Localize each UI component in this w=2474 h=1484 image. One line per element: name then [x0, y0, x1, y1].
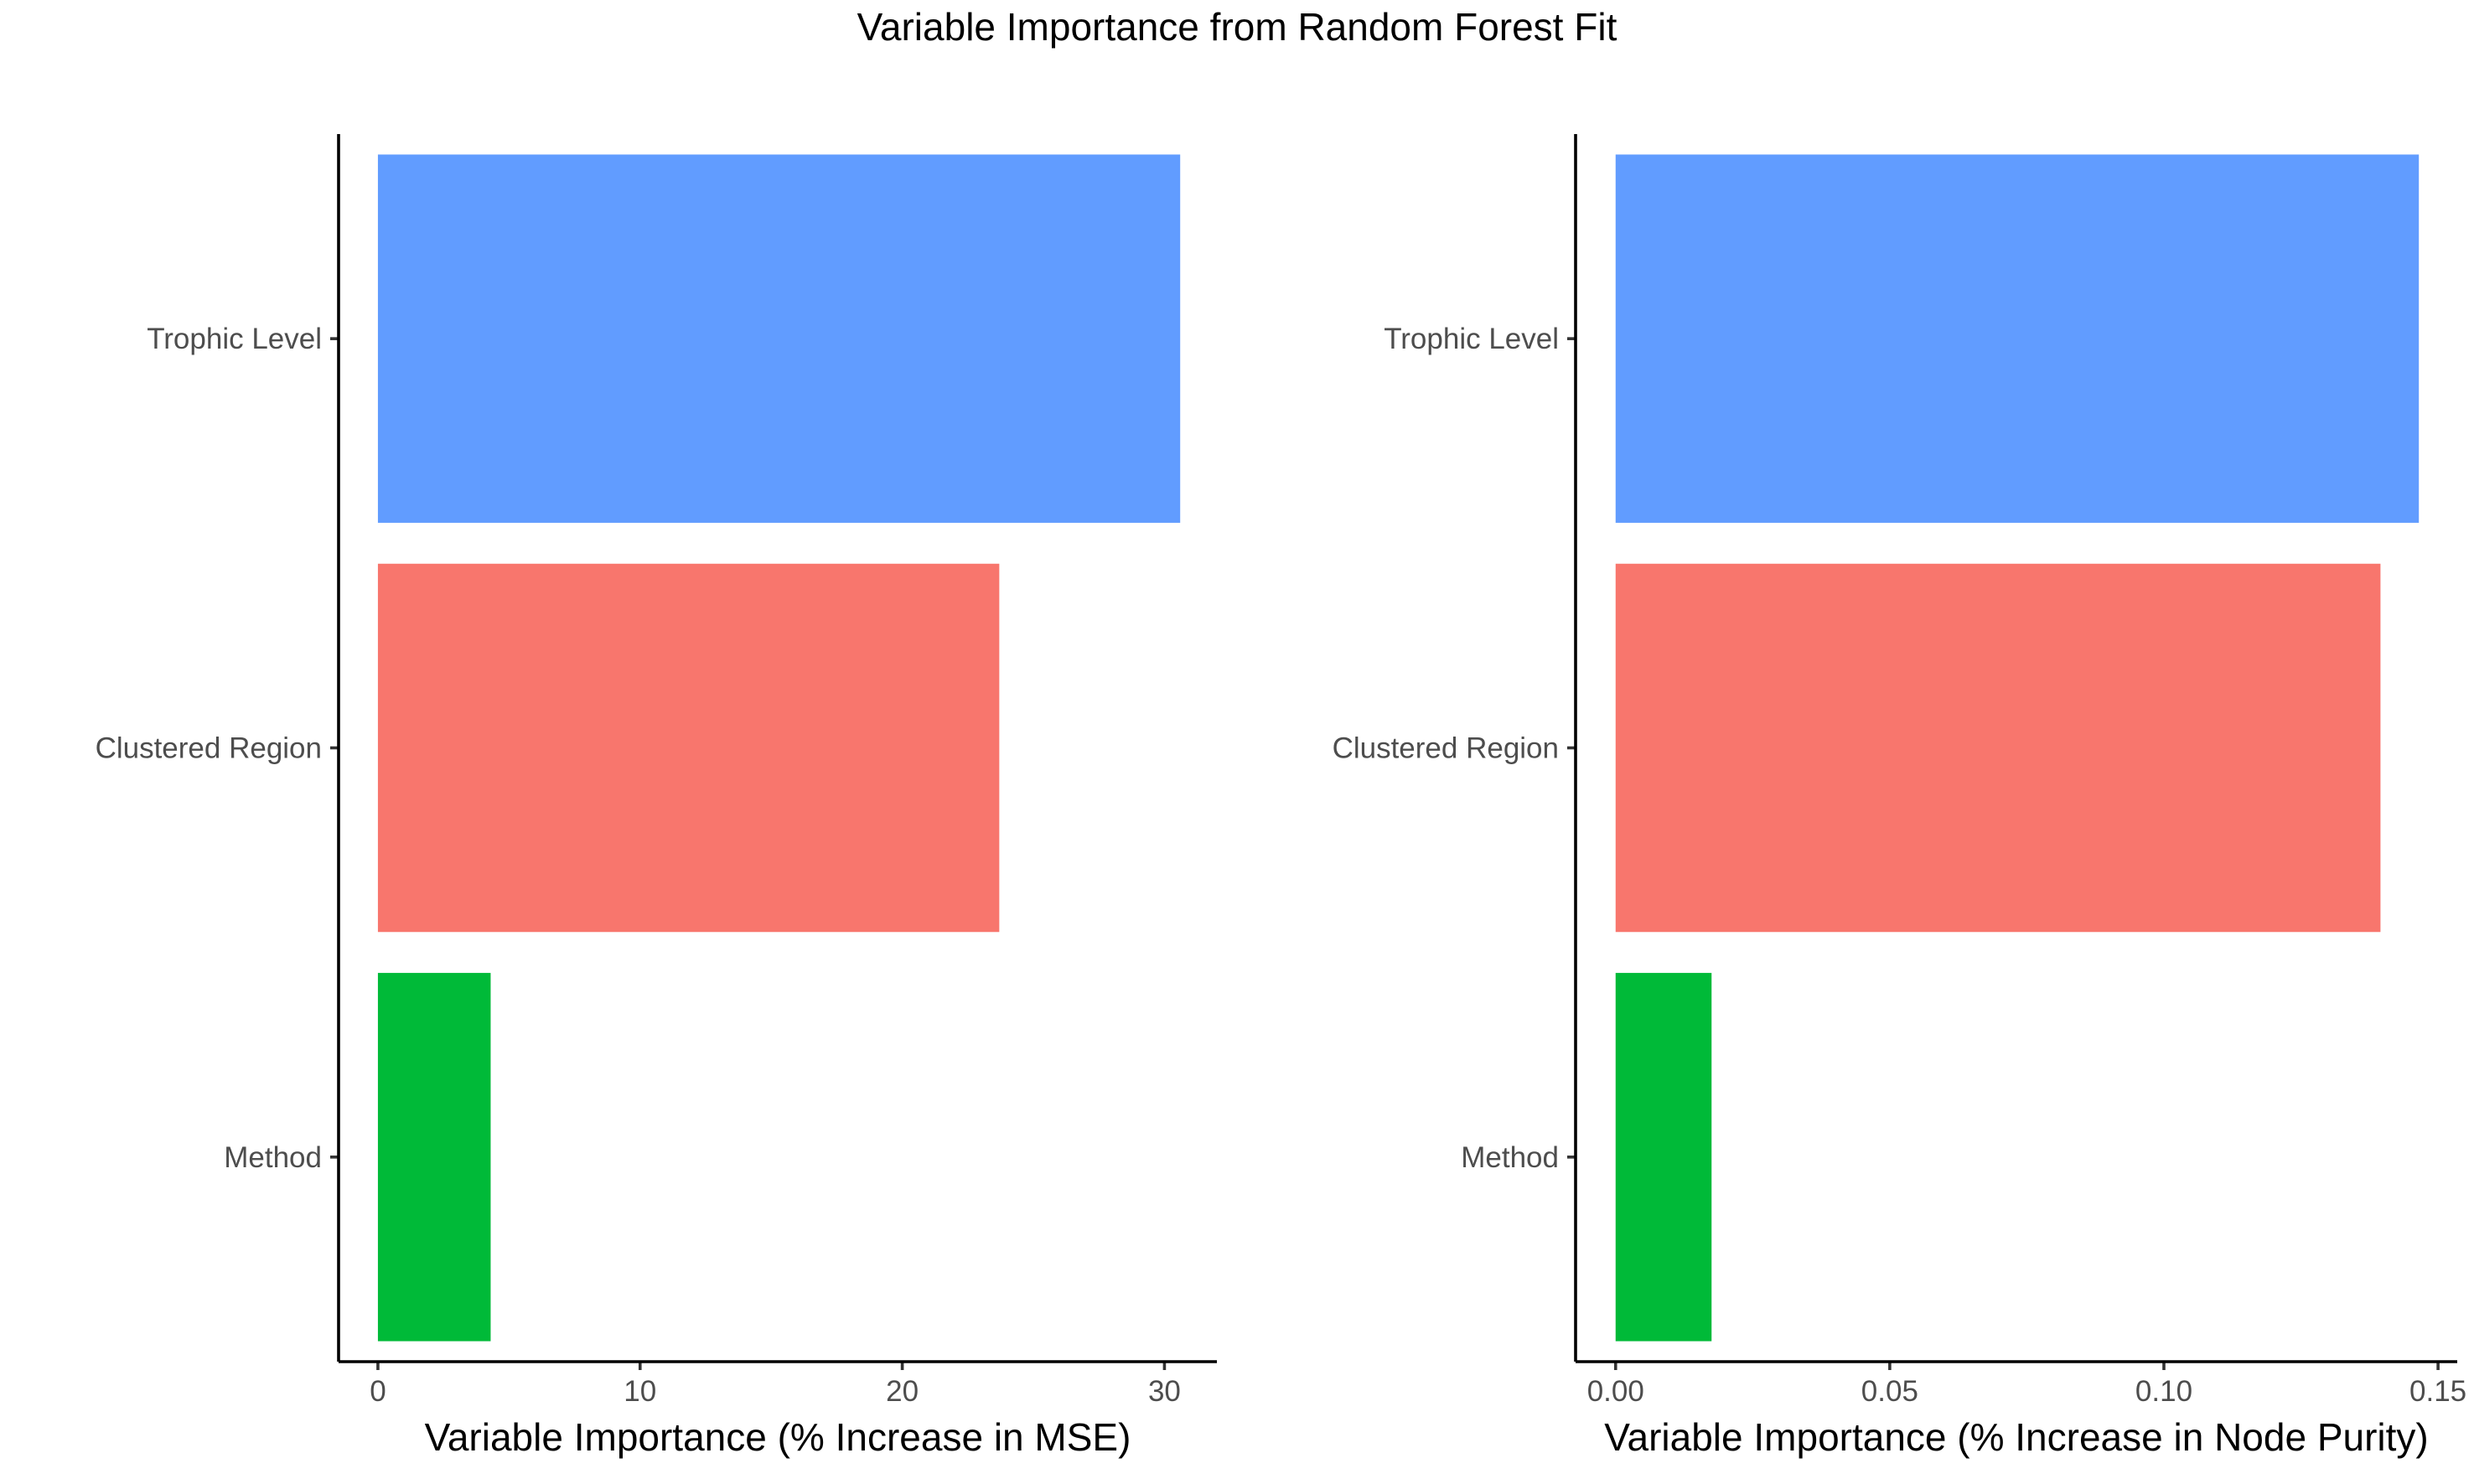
figure-title: Variable Importance from Random Forest F…: [857, 5, 1617, 49]
bar-trophic-level-mse: [377, 154, 1181, 523]
bar-method-node-purity: [1615, 973, 1712, 1342]
bar-trophic-level-node-purity: [1615, 154, 2420, 523]
y-tick-label-method: Method: [1461, 1141, 1559, 1174]
y-tick-label-method: Method: [224, 1141, 322, 1174]
y-tick-label-clustered-region: Clustered Region: [96, 732, 322, 765]
x-axis-title-mse: Variable Importance (% Increase in MSE): [425, 1415, 1131, 1459]
bar-method-mse: [377, 973, 491, 1342]
x-tick-label: 0.15: [2409, 1375, 2466, 1408]
importance-mse-panel: Trophic Level Clustered Region Method 0 10 20…: [96, 134, 1217, 1459]
bar-clustered-region-node-purity: [1615, 563, 2381, 933]
x-tick-label: 20: [886, 1375, 919, 1408]
x-tick-label: 0: [370, 1375, 386, 1408]
y-tick-label-trophic-level: Trophic Level: [147, 323, 322, 355]
x-tick-label: 0.10: [2135, 1375, 2192, 1408]
x-tick-label: 0.05: [1861, 1375, 1918, 1408]
x-tick-label: 10: [624, 1375, 656, 1408]
y-tick-label-trophic-level: Trophic Level: [1384, 323, 1559, 355]
importance-node-purity-panel: Trophic Level Clustered Region Method 0.00 0…: [1333, 134, 2466, 1459]
x-axis-title-node-purity: Variable Importance (% Increase in Node …: [1604, 1415, 2428, 1459]
y-tick-label-clustered-region: Clustered Region: [1333, 732, 1559, 765]
x-tick-label: 30: [1148, 1375, 1181, 1408]
bar-clustered-region-mse: [377, 563, 1000, 933]
x-tick-label: 0.00: [1587, 1375, 1644, 1408]
